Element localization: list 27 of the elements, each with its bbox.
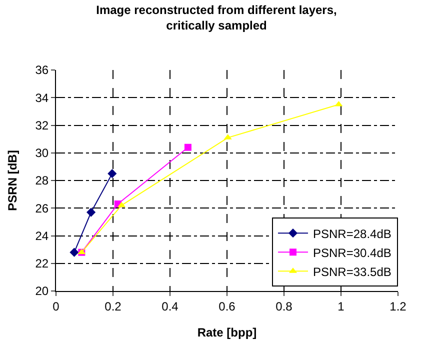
legend-label: PSNR=30.4dB xyxy=(313,246,392,260)
x-tick-label: 0.6 xyxy=(218,299,236,314)
chart-title: Image reconstructed from different layers, critically sampled xyxy=(96,2,337,33)
point xyxy=(118,202,126,208)
point xyxy=(86,208,96,217)
y-tick-label: 34 xyxy=(35,90,49,105)
y-axis-title: PSRN [dB] xyxy=(6,150,20,211)
y-tick-label: 30 xyxy=(35,146,49,160)
x-tick-label: 1 xyxy=(338,299,345,314)
x-tick-label: 0.8 xyxy=(276,299,293,314)
legend-label: PSNR=33.5dB xyxy=(313,264,392,279)
y-tick-label: 36 xyxy=(35,63,49,78)
x-axis-title: Rate [bpp] xyxy=(197,325,257,340)
y-tick-label: 26 xyxy=(35,201,49,216)
point xyxy=(108,169,117,178)
point xyxy=(184,144,192,151)
x-tick-label: 0 xyxy=(52,299,60,314)
legend-label: PSNR=28.4dB xyxy=(313,226,392,241)
y-tick-label: 20 xyxy=(35,284,49,298)
y-tick-label: 24 xyxy=(35,228,49,243)
x-tick-label: 0.2 xyxy=(104,299,122,314)
y-tick-label: 28 xyxy=(35,174,49,188)
y-tick-label: 32 xyxy=(35,118,49,132)
x-tick-label: 0.4 xyxy=(162,299,179,314)
x-tick-label: 1.2 xyxy=(390,299,407,314)
y-tick-label: 22 xyxy=(35,256,49,271)
point xyxy=(70,248,79,257)
